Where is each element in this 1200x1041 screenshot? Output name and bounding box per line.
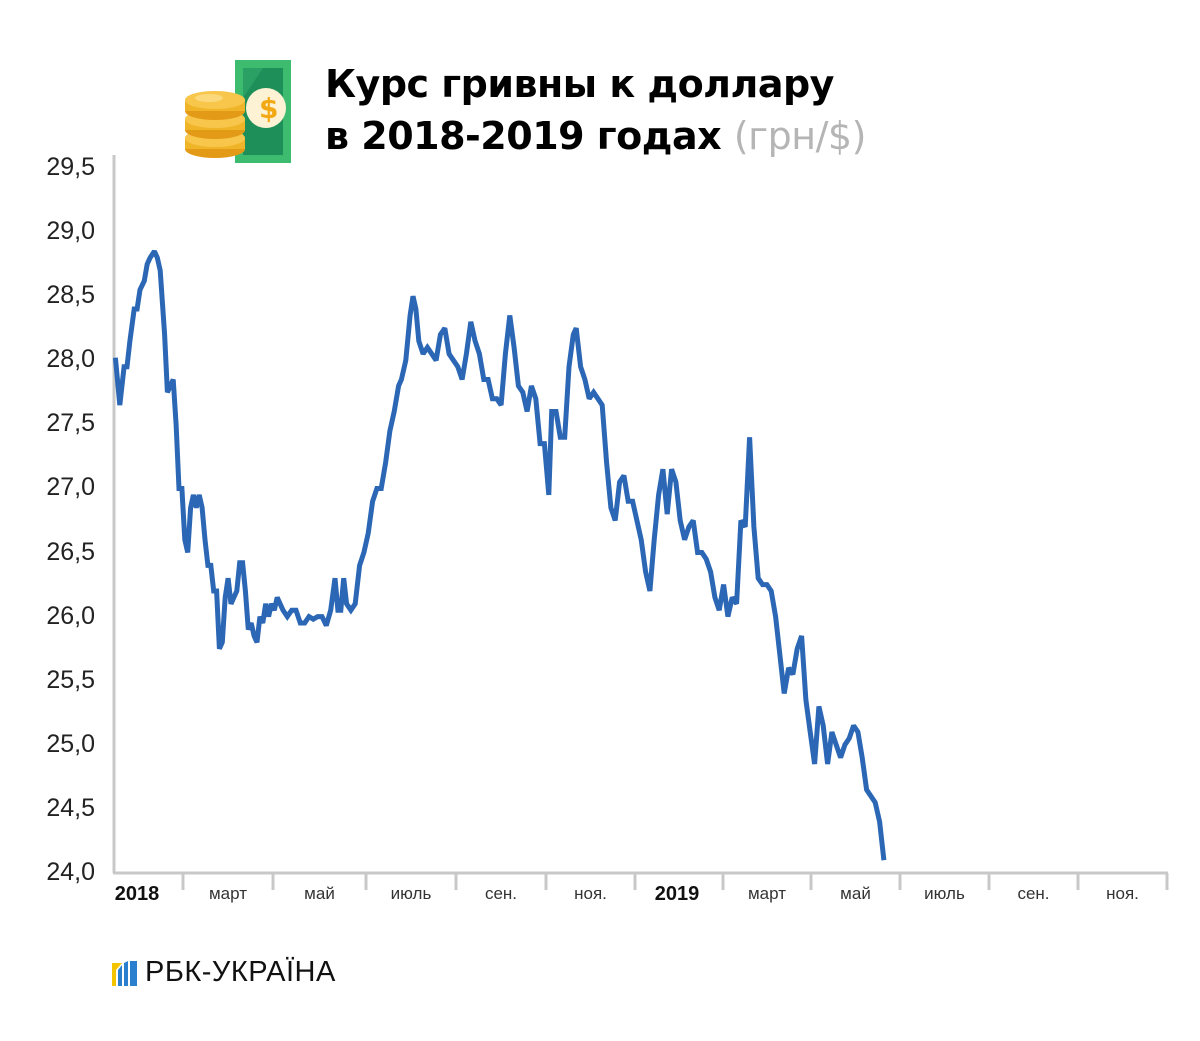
y-tick-label: 24,0 <box>46 858 95 886</box>
brand-name: РБК-УКРАЇНА <box>145 956 336 988</box>
x-axis-ticks <box>181 873 1169 890</box>
y-tick-label: 27,5 <box>46 409 95 438</box>
y-tick-label: 29,0 <box>46 217 95 246</box>
y-tick-label: 28,5 <box>46 281 95 310</box>
x-tick-label: март <box>747 884 786 903</box>
x-tick-label: 2018 <box>114 883 160 905</box>
y-tick-label: 26,0 <box>46 601 95 630</box>
x-tick-label: ноя. <box>1106 884 1139 903</box>
x-tick-label: июль <box>924 884 965 903</box>
x-tick-label: май <box>304 884 335 903</box>
exchange-rate-line <box>112 249 887 861</box>
y-tick-label: 26,5 <box>46 537 95 566</box>
chart-unit: (грн/$) <box>733 114 867 158</box>
x-tick-label: сен. <box>484 884 518 903</box>
y-tick-label: 28,0 <box>46 345 95 374</box>
x-tick-label: июль <box>390 884 432 903</box>
money-coins-icon: $ <box>183 58 295 166</box>
y-tick-label: 25,0 <box>46 729 95 758</box>
brand-logo: РБК-УКРАЇНА <box>112 956 336 989</box>
svg-text:$: $ <box>259 92 278 125</box>
chart-title-line2: в 2018-2019 годах <box>325 114 722 158</box>
x-tick-label: май <box>840 884 871 903</box>
y-tick-label: 24,5 <box>46 793 95 822</box>
x-tick-label: сен. <box>1017 884 1050 903</box>
chart-title: Курс гривны к доллару в 2018-2019 годах … <box>325 58 866 162</box>
y-tick-label: 27,0 <box>46 473 95 502</box>
x-tick-label: ноя. <box>574 884 607 903</box>
rbc-logo-icon <box>112 960 137 986</box>
y-tick-label: 25,5 <box>46 665 95 694</box>
x-tick-label: 2019 <box>654 883 700 905</box>
chart-title-line1: Курс гривны к доллару <box>325 62 834 106</box>
x-tick-label: март <box>208 884 247 903</box>
y-tick-label: 29,5 <box>46 153 95 181</box>
